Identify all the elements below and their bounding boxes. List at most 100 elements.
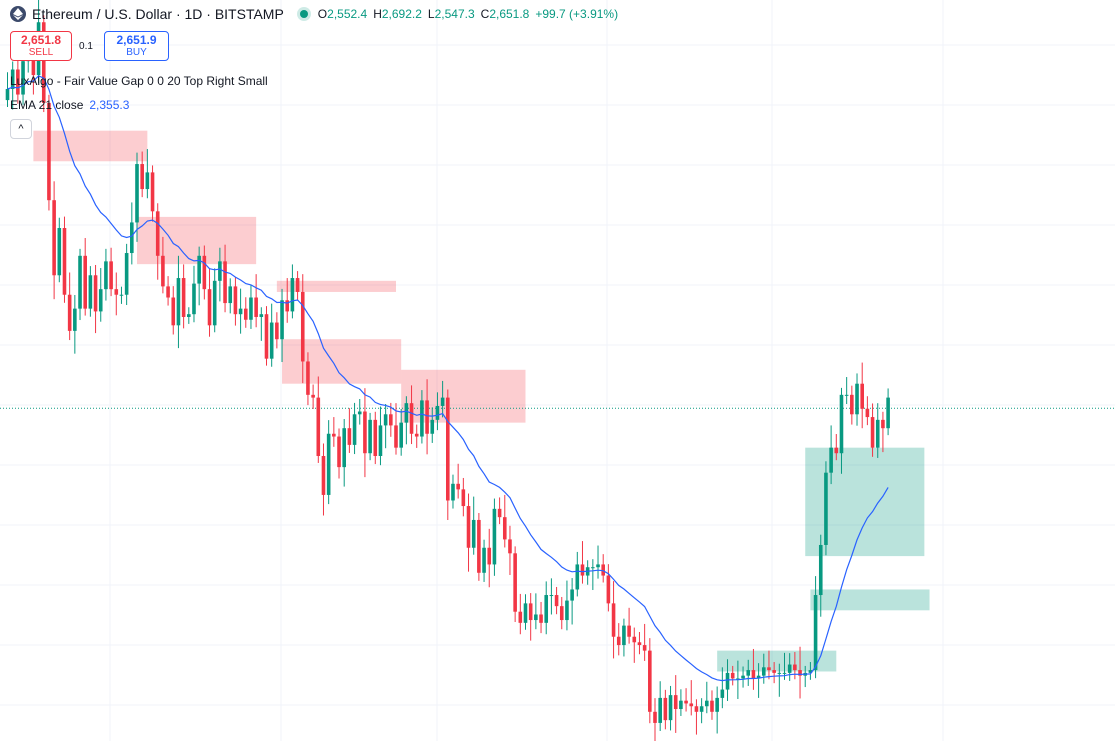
ema-indicator-legend[interactable]: EMA 21 close 2,355.3 xyxy=(10,98,129,112)
candle-body xyxy=(777,672,782,674)
trade-buttons: 2,651.8 SELL 0.1 2,651.9 BUY xyxy=(10,31,169,61)
candle-body xyxy=(192,283,196,315)
candle-body xyxy=(679,700,683,710)
candle-body xyxy=(466,506,471,548)
candle-body xyxy=(316,397,321,456)
candle-body xyxy=(648,650,652,712)
candle-body xyxy=(798,670,802,676)
candle-body xyxy=(5,88,10,101)
candle-body xyxy=(694,706,699,712)
candle-body xyxy=(93,275,98,312)
candle-body xyxy=(580,564,585,576)
candle-body xyxy=(456,483,460,490)
candle-body xyxy=(202,255,207,290)
candle-body xyxy=(378,425,383,456)
candle-body xyxy=(487,547,492,565)
candle-body xyxy=(352,414,357,445)
candle-body xyxy=(197,255,201,284)
candle-body xyxy=(404,403,409,423)
candle-body xyxy=(808,670,813,673)
candle-body xyxy=(104,261,108,290)
candle-body xyxy=(119,294,124,296)
collapse-legend-button[interactable]: ^ xyxy=(10,119,32,139)
symbol-title[interactable]: Ethereum / U.S. Dollar · 1D · BITSTAMP xyxy=(32,6,284,22)
candle-body xyxy=(135,164,139,223)
sell-price: 2,651.8 xyxy=(20,33,62,47)
change-value: +99.7 (+3.91%) xyxy=(535,7,619,21)
close-value: 2,651.8 xyxy=(489,7,530,21)
buy-price: 2,651.9 xyxy=(116,33,157,47)
fvg-indicator-legend[interactable]: LuxAlgo - Fair Value Gap 0 0 20 Top Righ… xyxy=(10,74,268,88)
candle-body xyxy=(430,419,435,434)
high-value: 2,692.2 xyxy=(381,7,422,21)
candle-body xyxy=(368,419,372,454)
candle-body xyxy=(699,706,704,712)
candle-body xyxy=(446,397,450,501)
candle-body xyxy=(373,419,378,456)
candle-body xyxy=(881,419,885,429)
candle-body xyxy=(264,314,269,359)
candle-body xyxy=(124,253,129,295)
candle-body xyxy=(140,164,144,190)
ema-value: 2,355.3 xyxy=(89,98,130,112)
buy-button[interactable]: 2,651.9 BUY xyxy=(104,31,169,61)
candle-body xyxy=(705,700,709,707)
candle-body xyxy=(399,422,403,448)
candle-body xyxy=(171,297,176,326)
candle-body xyxy=(414,433,419,437)
candle-body xyxy=(793,664,797,671)
candle-body xyxy=(342,428,346,468)
candle-body xyxy=(829,447,833,473)
candle-body xyxy=(741,675,745,679)
candle-body xyxy=(565,600,569,621)
candle-body xyxy=(326,433,331,495)
candle-body xyxy=(41,22,46,103)
candle-body xyxy=(559,606,564,621)
candle-body xyxy=(761,667,766,676)
ema-21-line xyxy=(7,75,889,682)
candle-body xyxy=(280,300,284,340)
candle-body xyxy=(176,278,181,326)
candle-body xyxy=(736,678,740,680)
candle-body xyxy=(668,695,673,721)
candle-body xyxy=(311,394,315,398)
candle-body xyxy=(596,564,600,568)
candle-body xyxy=(47,102,51,201)
candle-body xyxy=(534,614,538,621)
candle-body xyxy=(715,697,719,712)
ethereum-icon xyxy=(10,6,26,22)
candle-body xyxy=(181,278,186,317)
candle-body xyxy=(886,397,890,429)
candle-body xyxy=(363,411,367,454)
candle-body xyxy=(10,69,15,89)
candle-body xyxy=(337,436,341,468)
candle-body xyxy=(394,425,398,448)
candle-body xyxy=(409,403,414,434)
candle-body xyxy=(844,394,849,396)
candle-body xyxy=(275,322,279,340)
candle-body xyxy=(52,200,56,276)
candle-body xyxy=(243,308,248,320)
open-value: 2,552.4 xyxy=(327,7,368,21)
sell-button[interactable]: 2,651.8 SELL xyxy=(10,31,72,61)
chevron-up-icon: ^ xyxy=(18,123,24,135)
candle-body xyxy=(658,697,662,723)
bullish-fvg-zone xyxy=(810,589,930,611)
candle-body xyxy=(492,508,497,565)
candle-body xyxy=(544,595,549,623)
candle-body xyxy=(482,547,486,573)
candle-body xyxy=(767,667,771,671)
candle-body xyxy=(824,472,828,545)
candle-body xyxy=(575,564,580,590)
candle-body xyxy=(88,275,93,309)
candle-body xyxy=(875,419,880,448)
candle-body xyxy=(720,689,725,698)
candle-body xyxy=(78,255,82,309)
candlestick-series xyxy=(5,0,890,741)
candle-body xyxy=(549,595,554,597)
candle-body xyxy=(787,664,792,673)
candle-body xyxy=(772,670,776,673)
candle-body xyxy=(269,322,274,359)
candle-body xyxy=(306,361,310,395)
